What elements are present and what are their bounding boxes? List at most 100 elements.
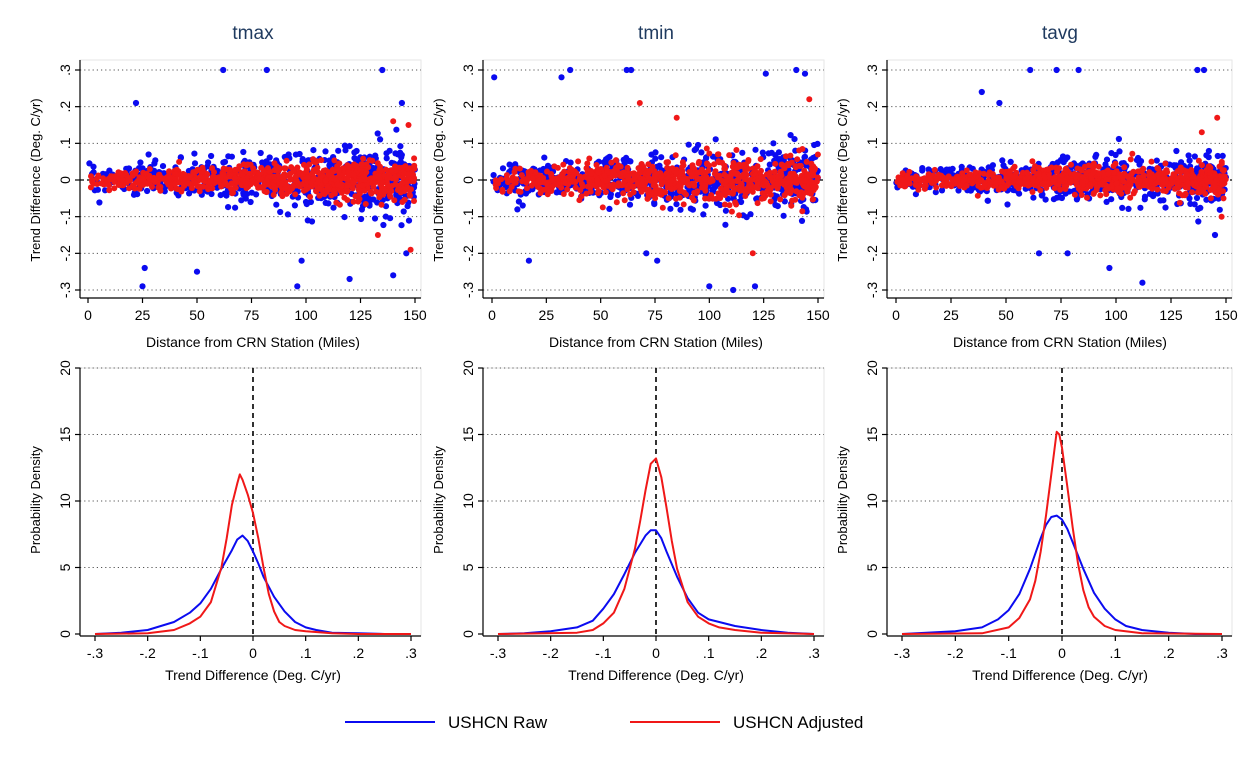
raw-point: [752, 146, 759, 153]
adjusted-point: [785, 162, 792, 169]
adjusted-point: [1113, 180, 1120, 187]
adjusted-point: [702, 195, 709, 202]
raw-point: [205, 159, 212, 166]
raw-point: [1214, 152, 1221, 160]
adjusted-point: [568, 166, 575, 173]
yaxis-title-scatter-tmax: Trend Difference (Deg. C/yr): [28, 98, 43, 261]
y-tick-label: 0: [460, 630, 476, 638]
raw-point: [490, 172, 497, 179]
raw-point: [130, 191, 138, 198]
adjusted-point: [368, 190, 375, 197]
adjusted-point: [255, 171, 262, 178]
adjusted-point: [1212, 180, 1218, 187]
raw-outlier-point: [525, 257, 533, 264]
x-tick-label: .3: [405, 645, 417, 661]
adjusted-point: [173, 185, 180, 192]
adjusted-point: [676, 194, 683, 201]
adjusted-point: [1103, 176, 1110, 183]
adjusted-point: [185, 180, 192, 187]
adjusted-point: [966, 177, 973, 184]
y-tick-label: 0: [57, 630, 73, 638]
adjusted-point: [1057, 186, 1064, 193]
adjusted-point: [267, 169, 274, 175]
raw-point: [772, 201, 779, 209]
plot-region: [886, 367, 1233, 637]
adjusted-outlier-point: [1214, 114, 1221, 121]
adjusted-point: [156, 171, 163, 178]
raw-point: [380, 221, 387, 229]
adjusted-point: [808, 165, 815, 172]
x-tick-label: 150: [1214, 307, 1238, 323]
raw-point: [405, 217, 413, 224]
adjusted-point: [1103, 191, 1110, 198]
raw-outlier-point: [793, 66, 800, 74]
adjusted-point: [676, 188, 683, 194]
adjusted-point: [271, 183, 278, 190]
adjusted-point: [638, 181, 645, 188]
adjusted-point: [899, 176, 906, 183]
adjusted-point: [388, 167, 395, 174]
adjusted-point: [734, 177, 741, 184]
adjusted-point: [715, 151, 722, 158]
adjusted-point: [534, 183, 541, 190]
adjusted-point: [1176, 199, 1183, 206]
adjusted-point: [349, 185, 356, 192]
raw-point: [1007, 158, 1014, 165]
x-tick-label: .1: [1109, 645, 1121, 661]
raw-point: [1108, 196, 1115, 203]
adjusted-point: [560, 161, 567, 168]
adjusted-point: [338, 189, 345, 196]
y-tick-label: -.3: [864, 282, 880, 299]
raw-point: [220, 159, 227, 166]
raw-outlier-point: [978, 88, 985, 96]
adjusted-point: [111, 179, 118, 185]
raw-point: [330, 204, 337, 211]
adjusted-point: [1071, 171, 1078, 178]
raw-point: [383, 155, 390, 162]
adjusted-point: [199, 164, 206, 171]
adjusted-point: [379, 185, 386, 192]
raw-point: [186, 190, 193, 197]
adjusted-point: [1051, 174, 1058, 181]
adjusted-point: [562, 180, 569, 186]
adjusted-point: [181, 171, 188, 178]
adjusted-point: [575, 158, 582, 165]
adjusted-point: [767, 198, 774, 205]
raw-point: [393, 126, 400, 133]
adjusted-point: [541, 186, 547, 193]
adjusted-point: [726, 202, 733, 209]
adjusted-point: [1097, 192, 1104, 199]
raw-outlier-point: [1075, 66, 1082, 74]
raw-point: [499, 165, 507, 172]
adjusted-point: [157, 187, 164, 194]
adjusted-outlier-point: [636, 100, 643, 106]
adjusted-point: [106, 187, 113, 194]
adjusted-point: [371, 174, 378, 181]
adjusted-point: [238, 171, 245, 178]
raw-point: [191, 150, 198, 157]
adjusted-point: [771, 168, 778, 175]
raw-point: [370, 164, 377, 172]
density-panel-tavg: 0 5 10 15 20 -.3 -.2 -.1 0 .1 .2 .3: [864, 360, 1233, 661]
adjusted-point: [802, 183, 808, 190]
adjusted-point: [1179, 192, 1186, 199]
raw-outlier-point: [567, 66, 574, 74]
adjusted-point: [963, 182, 970, 189]
adjusted-point: [196, 188, 203, 195]
adjusted-point: [299, 170, 306, 177]
x-tick-label: 125: [1159, 307, 1183, 323]
x-tick-label: 75: [1053, 307, 1069, 323]
adjusted-point: [386, 183, 393, 190]
adjusted-point: [168, 185, 174, 192]
adjusted-point: [1105, 170, 1112, 177]
y-tick-label: .2: [57, 101, 73, 113]
adjusted-point: [377, 167, 384, 174]
raw-outlier-point: [1035, 250, 1043, 257]
raw-point: [553, 189, 560, 196]
adjusted-point: [585, 175, 592, 182]
x-tick-label: 25: [943, 307, 959, 323]
adjusted-point: [247, 181, 254, 188]
raw-point: [912, 191, 920, 198]
adjusted-point: [809, 172, 816, 179]
adjusted-point: [376, 194, 383, 201]
